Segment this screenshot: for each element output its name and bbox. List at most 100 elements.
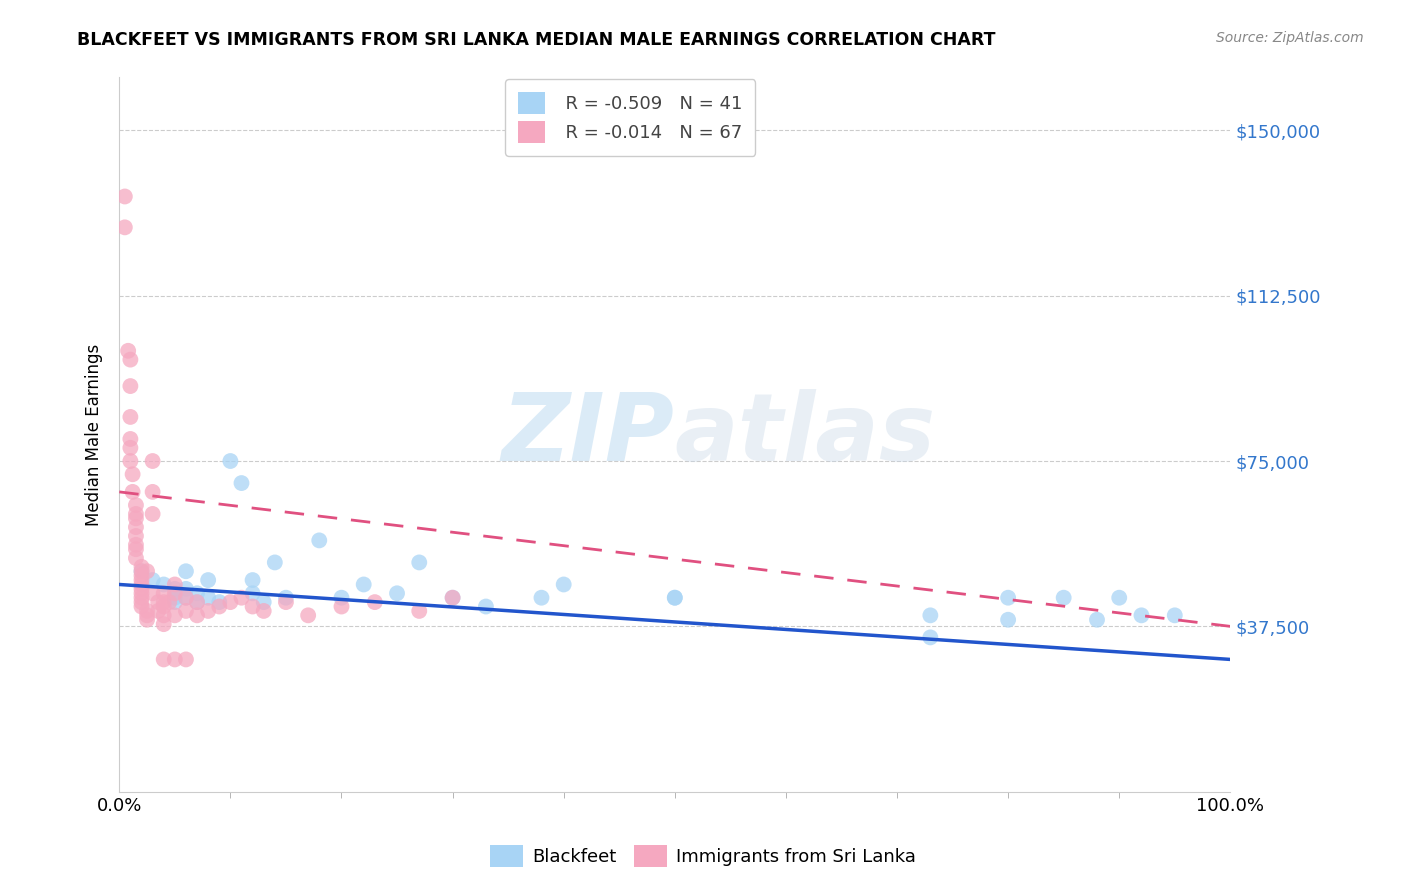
Point — [664, 591, 686, 605]
Point — [125, 542, 148, 557]
Point — [146, 595, 169, 609]
Point — [152, 652, 174, 666]
Point — [364, 595, 387, 609]
Point — [530, 591, 553, 605]
Point — [197, 604, 219, 618]
Point — [263, 556, 285, 570]
Point — [1053, 591, 1076, 605]
Point — [152, 617, 174, 632]
Text: Source: ZipAtlas.com: Source: ZipAtlas.com — [1216, 31, 1364, 45]
Point — [997, 613, 1019, 627]
Point — [120, 409, 142, 424]
Point — [121, 467, 143, 482]
Text: ZIP: ZIP — [502, 389, 675, 481]
Point — [186, 608, 208, 623]
Point — [125, 511, 148, 525]
Point — [274, 595, 297, 609]
Point — [253, 604, 276, 618]
Point — [1108, 591, 1130, 605]
Point — [125, 551, 148, 566]
Point — [152, 599, 174, 614]
Point — [174, 652, 197, 666]
Point — [997, 591, 1019, 605]
Point — [121, 484, 143, 499]
Point — [125, 538, 148, 552]
Point — [117, 343, 139, 358]
Point — [1130, 608, 1153, 623]
Y-axis label: Median Male Earnings: Median Male Earnings — [86, 343, 103, 525]
Point — [114, 189, 136, 203]
Point — [142, 586, 165, 600]
Point — [142, 454, 165, 468]
Point — [125, 529, 148, 543]
Point — [142, 507, 165, 521]
Point — [186, 595, 208, 609]
Point — [253, 595, 276, 609]
Point — [120, 441, 142, 455]
Point — [242, 586, 264, 600]
Point — [1085, 613, 1108, 627]
Point — [920, 631, 942, 645]
Point — [142, 573, 165, 587]
Point — [131, 568, 153, 582]
Point — [120, 352, 142, 367]
Point — [475, 599, 498, 614]
Point — [297, 608, 319, 623]
Point — [157, 595, 180, 609]
Point — [219, 454, 242, 468]
Point — [242, 599, 264, 614]
Point — [441, 591, 464, 605]
Point — [197, 591, 219, 605]
Point — [353, 577, 375, 591]
Point — [131, 559, 153, 574]
Point — [131, 577, 153, 591]
Point — [186, 586, 208, 600]
Legend: Blackfeet, Immigrants from Sri Lanka: Blackfeet, Immigrants from Sri Lanka — [484, 838, 922, 874]
Point — [308, 533, 330, 548]
Text: atlas: atlas — [675, 389, 936, 481]
Point — [125, 498, 148, 512]
Point — [186, 595, 208, 609]
Point — [120, 432, 142, 446]
Point — [920, 608, 942, 623]
Point — [152, 586, 174, 600]
Point — [174, 591, 197, 605]
Point — [208, 599, 231, 614]
Point — [131, 595, 153, 609]
Point — [174, 564, 197, 578]
Point — [231, 476, 253, 491]
Point — [136, 564, 159, 578]
Point — [441, 591, 464, 605]
Point — [163, 608, 186, 623]
Legend:   R = -0.509   N = 41,   R = -0.014   N = 67: R = -0.509 N = 41, R = -0.014 N = 67 — [506, 79, 755, 156]
Point — [553, 577, 575, 591]
Point — [163, 582, 186, 596]
Point — [163, 577, 186, 591]
Point — [408, 604, 430, 618]
Point — [163, 586, 186, 600]
Point — [330, 591, 353, 605]
Text: BLACKFEET VS IMMIGRANTS FROM SRI LANKA MEDIAN MALE EARNINGS CORRELATION CHART: BLACKFEET VS IMMIGRANTS FROM SRI LANKA M… — [77, 31, 995, 49]
Point — [131, 573, 153, 587]
Point — [174, 582, 197, 596]
Point — [242, 573, 264, 587]
Point — [136, 613, 159, 627]
Point — [664, 591, 686, 605]
Point — [408, 556, 430, 570]
Point — [152, 577, 174, 591]
Point — [197, 573, 219, 587]
Point — [131, 599, 153, 614]
Point — [131, 582, 153, 596]
Point — [1164, 608, 1187, 623]
Point — [163, 591, 186, 605]
Point — [274, 591, 297, 605]
Point — [114, 220, 136, 235]
Point — [174, 604, 197, 618]
Point — [131, 591, 153, 605]
Point — [152, 608, 174, 623]
Point — [142, 484, 165, 499]
Point — [174, 591, 197, 605]
Point — [385, 586, 408, 600]
Point — [136, 608, 159, 623]
Point — [152, 595, 174, 609]
